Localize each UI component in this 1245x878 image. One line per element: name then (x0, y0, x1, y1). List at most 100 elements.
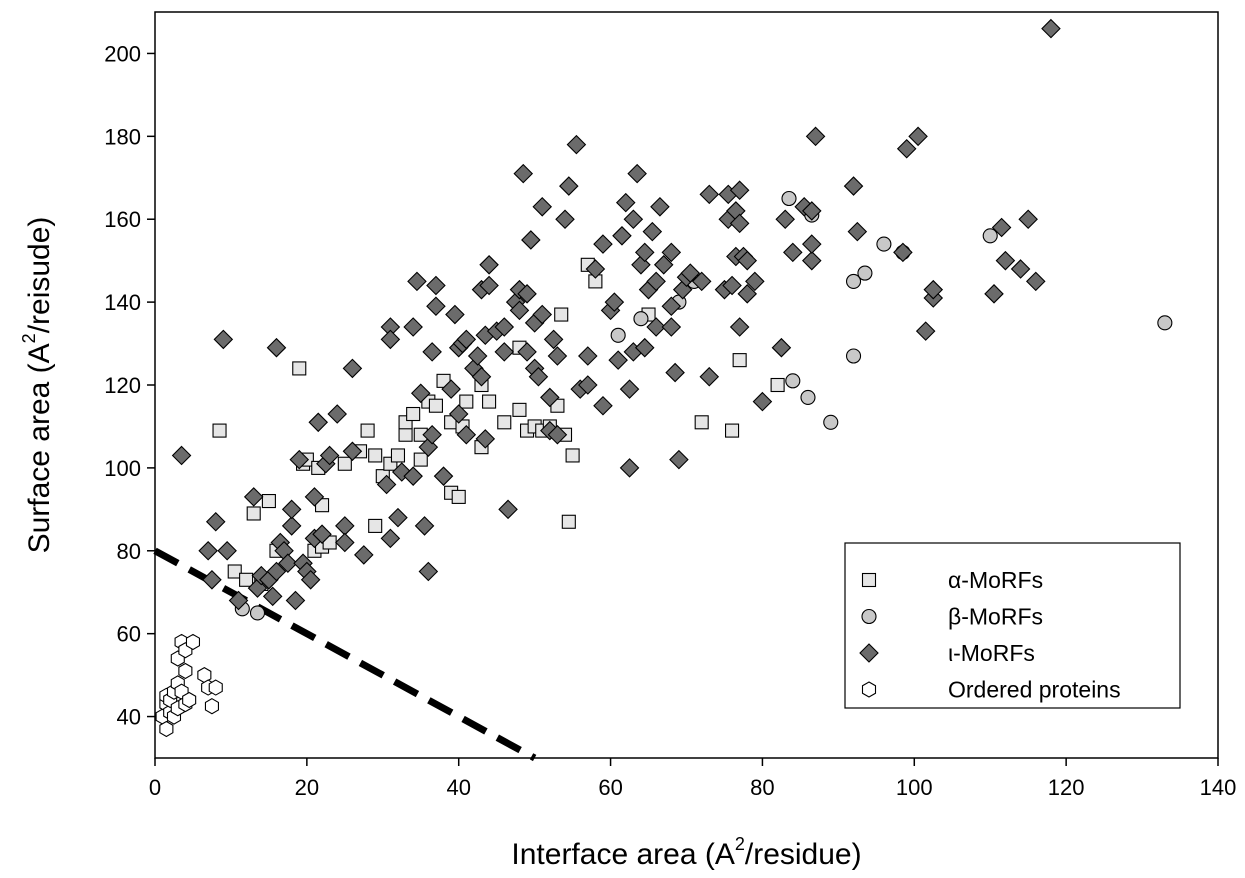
data-point (227, 564, 242, 579)
data-point (312, 524, 332, 544)
data-point (426, 296, 446, 317)
data-point (653, 255, 674, 275)
data-point (426, 275, 446, 296)
data-point (847, 221, 868, 242)
data-point (1157, 315, 1173, 331)
data-point (410, 383, 431, 404)
legend-marker (861, 608, 877, 625)
data-point (390, 448, 406, 463)
data-point (615, 192, 636, 213)
y-axis-title-part2: /reisude) (23, 217, 56, 334)
data-point (578, 375, 598, 395)
data-point (182, 691, 197, 709)
data-point (982, 228, 998, 244)
data-point (1041, 18, 1061, 39)
x-tick-label: 20 (295, 775, 319, 800)
data-point (406, 406, 421, 422)
data-point (414, 516, 435, 536)
data-point (456, 329, 477, 350)
data-point (308, 412, 329, 433)
data-point (380, 528, 401, 549)
data-point (246, 506, 261, 521)
data-point (745, 271, 765, 292)
ticks: 0 20 40 60 80 100 120 140 40 60 80 100 120 140 160 180 2… (104, 41, 1236, 800)
data-point (623, 209, 644, 230)
data-point (335, 532, 355, 553)
data-point (775, 209, 795, 230)
data-point (561, 514, 576, 529)
data-point (354, 545, 374, 565)
data-point (262, 586, 283, 607)
data-point (509, 300, 530, 321)
x-axis-title-part2: /residue) (745, 838, 862, 871)
data-point (619, 458, 640, 478)
data-point (202, 570, 222, 590)
legend-label: Ordered proteins (948, 677, 1121, 703)
data-point (428, 398, 443, 413)
data-point (376, 474, 397, 495)
data-point (239, 572, 254, 587)
data-point (266, 561, 287, 582)
data-point (633, 311, 649, 327)
data-point (204, 698, 219, 715)
data-point (661, 317, 682, 337)
data-point (512, 402, 527, 417)
data-point (771, 337, 792, 358)
data-point (691, 271, 712, 292)
data-point (554, 307, 569, 322)
data-point (915, 321, 936, 341)
data-point (737, 284, 758, 304)
legend-label: β-MoRFs (948, 604, 1043, 630)
y-tick-label: 40 (117, 705, 141, 730)
data-point (694, 415, 709, 430)
data-point (722, 275, 742, 296)
data-point (289, 449, 310, 470)
data-point (342, 441, 363, 462)
data-point (521, 230, 541, 250)
data-point (178, 662, 193, 680)
data-point (212, 423, 227, 438)
data-point (335, 516, 355, 536)
data-point (433, 466, 454, 486)
y-tick-label: 100 (104, 456, 141, 481)
data-point (1025, 271, 1046, 292)
data-point (278, 553, 298, 573)
data-point (403, 466, 423, 486)
data-point (732, 353, 747, 368)
data-point (281, 499, 302, 520)
y-tick-label: 180 (104, 124, 141, 149)
data-point (631, 255, 651, 275)
data-point (770, 377, 785, 393)
data-point (680, 263, 701, 283)
x-axis-title: Interface area (A2/residue) (511, 834, 861, 871)
y-tick-label: 80 (117, 539, 141, 564)
data-point (923, 279, 944, 300)
data-point (471, 366, 492, 387)
y-tick-label: 140 (104, 290, 141, 315)
data-point (388, 507, 408, 528)
y-tick-label: 120 (104, 373, 141, 398)
data-point (243, 487, 264, 507)
data-point (228, 590, 249, 611)
data-point (467, 346, 488, 366)
data-point (482, 394, 497, 409)
data-point (634, 242, 655, 263)
legend-label: α-MoRFs (948, 567, 1043, 593)
data-point (893, 242, 913, 263)
legend-marker (859, 643, 879, 663)
data-point (991, 217, 1012, 238)
data-point (292, 361, 307, 376)
data-point (208, 679, 223, 696)
data-point (532, 197, 553, 217)
data-point (876, 236, 892, 252)
data-point (517, 284, 537, 304)
data-point (205, 511, 226, 532)
legend-marker (861, 572, 877, 588)
data-point (619, 379, 640, 399)
data-point (304, 487, 325, 507)
data-point (543, 329, 564, 350)
legend-marker (861, 681, 877, 698)
data-point (725, 423, 740, 438)
y-tick-label: 200 (104, 41, 141, 66)
data-point (729, 317, 750, 337)
